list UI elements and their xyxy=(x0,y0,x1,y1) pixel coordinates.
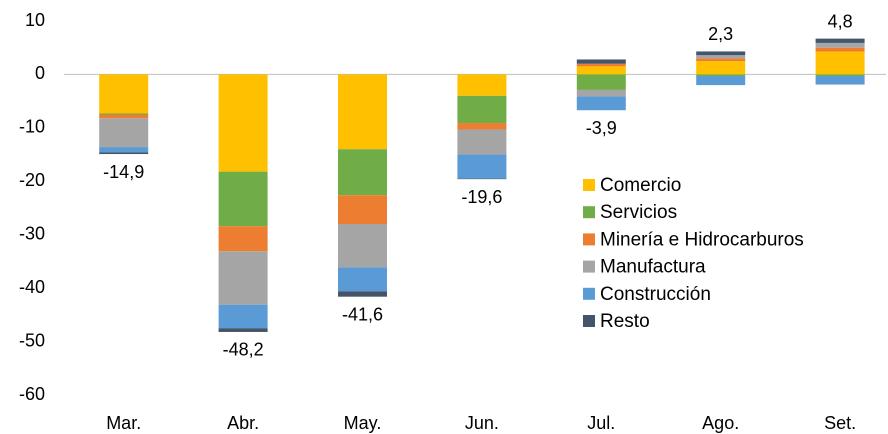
bar-segment xyxy=(576,74,626,90)
legend-label: Resto xyxy=(600,311,650,332)
bar-segment xyxy=(815,38,865,43)
data-label: 2,3 xyxy=(708,24,733,44)
x-tick-label: Ago. xyxy=(702,413,739,433)
bar-segment xyxy=(457,129,507,155)
bar-segment xyxy=(815,51,865,75)
y-tick-label: -40 xyxy=(19,277,45,297)
x-tick-label: Jul. xyxy=(587,413,615,433)
data-label: -41,6 xyxy=(342,304,383,324)
bar-segment xyxy=(457,154,507,179)
legend-label: Comercio xyxy=(600,175,681,196)
bar-segment xyxy=(576,89,626,97)
y-tick-label: -60 xyxy=(19,384,45,404)
legend-swatch xyxy=(583,206,595,219)
y-tick-label: 10 xyxy=(25,10,45,30)
bar-segment xyxy=(457,95,507,124)
data-label: -3,9 xyxy=(586,118,617,138)
bar-segment xyxy=(815,74,865,77)
y-tick-label: -10 xyxy=(19,117,45,137)
bar-segment xyxy=(696,51,746,56)
legend-label: Construcción xyxy=(600,284,711,305)
x-tick-label: Jun. xyxy=(465,413,499,433)
bar-segment xyxy=(576,59,626,64)
bar-segment xyxy=(338,224,387,268)
legend-label: Minería e Hidrocarburos xyxy=(600,229,804,250)
bar-segment xyxy=(99,113,149,115)
x-tick-label: Mar. xyxy=(106,413,141,433)
bar-segment xyxy=(218,304,268,329)
data-label: -48,2 xyxy=(223,340,264,360)
bar-segment xyxy=(815,76,865,85)
bar-segment xyxy=(99,114,149,119)
bar-segment xyxy=(338,74,387,150)
legend-label: Manufactura xyxy=(600,257,706,278)
x-tick-label: May. xyxy=(344,413,382,433)
data-label: -14,9 xyxy=(103,162,144,182)
data-label: 4,8 xyxy=(828,11,853,31)
y-tick-label: -50 xyxy=(19,330,45,350)
bar-segment xyxy=(218,226,268,252)
bar-segment xyxy=(576,66,626,75)
bar-segment xyxy=(696,61,746,75)
legend-swatch xyxy=(583,179,595,191)
bar-segment xyxy=(338,291,387,297)
bar-segment xyxy=(99,118,149,148)
bar-segment xyxy=(338,149,387,196)
y-tick-label: -30 xyxy=(19,223,45,243)
bar-segment xyxy=(99,74,149,114)
bar-segment xyxy=(576,96,626,111)
bar-segment xyxy=(338,267,387,292)
bar-segment xyxy=(218,251,268,305)
bar-segment xyxy=(576,63,626,67)
bar-segment xyxy=(815,42,865,48)
bar-segment xyxy=(696,74,746,77)
bar-segment xyxy=(99,152,149,155)
legend-swatch xyxy=(583,287,595,300)
bar-segment xyxy=(696,55,746,59)
y-tick-label: -20 xyxy=(19,170,45,190)
bar-segment xyxy=(218,74,268,172)
legend-swatch xyxy=(583,260,595,273)
x-tick-label: Set. xyxy=(824,413,856,433)
legend-swatch xyxy=(583,315,595,327)
bar-segment xyxy=(457,123,507,130)
data-label: -19,6 xyxy=(461,187,502,207)
bar-segment xyxy=(457,178,507,180)
x-tick-label: Abr. xyxy=(227,413,259,433)
bar-segment xyxy=(99,147,149,153)
bar-segment xyxy=(218,328,268,332)
legend-label: Servicios xyxy=(600,202,677,223)
bar-segment xyxy=(696,76,746,86)
bar-segment xyxy=(815,47,865,52)
bar-segment xyxy=(218,171,268,227)
bar-segment xyxy=(457,74,507,96)
y-tick-label: 0 xyxy=(35,63,45,83)
legend-swatch xyxy=(583,233,595,246)
bar-segment xyxy=(338,195,387,225)
bar-segment xyxy=(696,58,746,62)
